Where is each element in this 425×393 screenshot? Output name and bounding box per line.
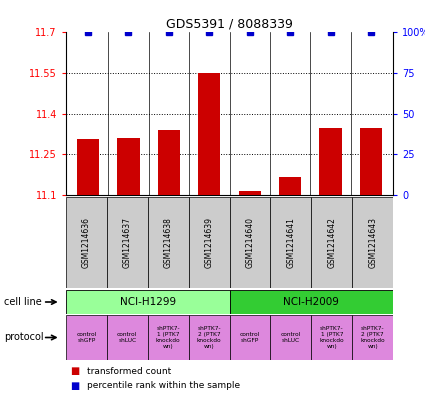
FancyBboxPatch shape [66,290,230,314]
Text: GSM1214636: GSM1214636 [82,217,91,268]
FancyBboxPatch shape [189,197,230,288]
FancyBboxPatch shape [270,197,311,288]
Text: protocol: protocol [4,332,44,343]
Bar [77,139,99,195]
Bar [238,191,261,195]
Text: shPTK7-
1 (PTK7
knockdo
wn): shPTK7- 1 (PTK7 knockdo wn) [156,326,181,349]
FancyBboxPatch shape [148,315,189,360]
Text: shPTK7-
2 (PTK7
knockdo
wn): shPTK7- 2 (PTK7 knockdo wn) [197,326,221,349]
Title: GDS5391 / 8088339: GDS5391 / 8088339 [166,18,293,31]
Bar [360,129,382,195]
FancyBboxPatch shape [230,315,270,360]
Bar [320,129,342,195]
Bar [279,177,301,195]
Text: control
shLUC: control shLUC [281,332,301,343]
Text: GSM1214640: GSM1214640 [246,217,255,268]
Text: percentile rank within the sample: percentile rank within the sample [87,381,240,390]
Text: control
shLUC: control shLUC [117,332,137,343]
FancyBboxPatch shape [352,315,393,360]
FancyBboxPatch shape [107,197,148,288]
FancyBboxPatch shape [66,315,107,360]
Bar [158,130,180,195]
FancyBboxPatch shape [352,197,393,288]
Text: control
shGFP: control shGFP [76,332,96,343]
Text: transformed count: transformed count [87,367,171,376]
FancyBboxPatch shape [189,315,230,360]
Text: GSM1214642: GSM1214642 [327,217,336,268]
Text: GSM1214643: GSM1214643 [368,217,377,268]
Text: GSM1214641: GSM1214641 [286,217,295,268]
Text: NCI-H1299: NCI-H1299 [119,297,176,307]
FancyBboxPatch shape [230,197,270,288]
FancyBboxPatch shape [311,197,352,288]
Text: control
shGFP: control shGFP [240,332,260,343]
Bar [198,73,221,195]
Bar [117,138,139,195]
Text: ■: ■ [70,366,79,376]
FancyBboxPatch shape [66,197,107,288]
Text: GSM1214637: GSM1214637 [123,217,132,268]
FancyBboxPatch shape [148,197,189,288]
FancyBboxPatch shape [230,290,393,314]
FancyBboxPatch shape [107,315,148,360]
Text: GSM1214639: GSM1214639 [204,217,213,268]
Text: shPTK7-
2 (PTK7
knockdo
wn): shPTK7- 2 (PTK7 knockdo wn) [360,326,385,349]
Text: ■: ■ [70,380,79,391]
Text: cell line: cell line [4,297,42,307]
Text: GSM1214638: GSM1214638 [164,217,173,268]
Text: shPTK7-
1 (PTK7
knockdo
wn): shPTK7- 1 (PTK7 knockdo wn) [320,326,344,349]
FancyBboxPatch shape [270,315,311,360]
FancyBboxPatch shape [311,315,352,360]
Text: NCI-H2009: NCI-H2009 [283,297,339,307]
